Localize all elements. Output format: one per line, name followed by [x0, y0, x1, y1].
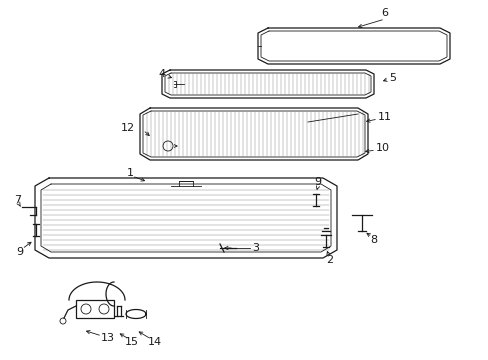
- Text: 7: 7: [15, 195, 21, 205]
- Text: 10: 10: [375, 143, 389, 153]
- Text: 6: 6: [381, 8, 387, 18]
- Text: 4: 4: [158, 69, 165, 79]
- Text: 15: 15: [125, 337, 139, 347]
- Text: 1: 1: [126, 168, 133, 178]
- Text: 11: 11: [377, 112, 391, 122]
- Text: 14: 14: [148, 337, 162, 347]
- Text: 9: 9: [17, 247, 23, 257]
- Bar: [76, 300, 114, 318]
- Text: 9: 9: [314, 177, 321, 187]
- Text: 13: 13: [101, 333, 115, 343]
- Text: 5: 5: [389, 73, 396, 83]
- Text: 2: 2: [326, 255, 333, 265]
- Text: 3: 3: [251, 243, 259, 253]
- Text: 8: 8: [370, 235, 377, 245]
- Text: 12: 12: [121, 123, 135, 133]
